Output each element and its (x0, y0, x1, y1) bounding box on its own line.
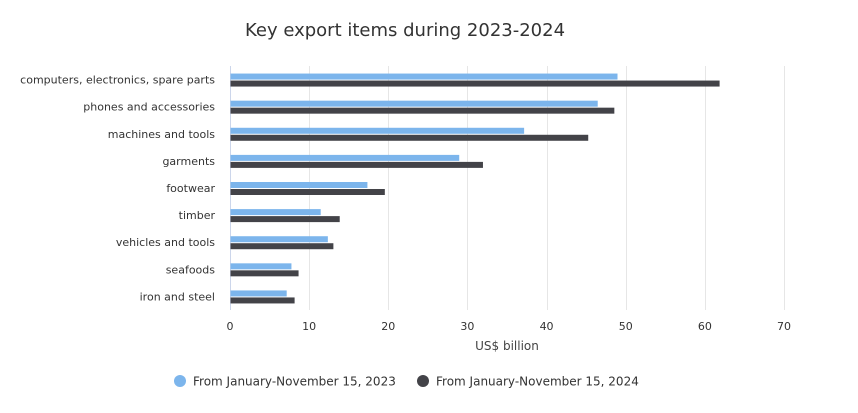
category-label: garments (162, 155, 215, 168)
bar-2023[interactable] (230, 127, 525, 134)
category-label: timber (179, 209, 216, 222)
bar-2024[interactable] (230, 107, 615, 114)
bar-2024[interactable] (230, 270, 299, 277)
bar-2024[interactable] (230, 243, 334, 250)
bar-2023[interactable] (230, 263, 292, 270)
category-labels: computers, electronics, spare parts phone… (20, 74, 215, 304)
bar-2024[interactable] (230, 80, 720, 87)
x-tick-label: 50 (619, 320, 633, 333)
bar-2024[interactable] (230, 189, 385, 195)
x-tick-label: 30 (460, 320, 474, 333)
x-tick-label: 0 (227, 320, 234, 333)
category-label: vehicles and tools (116, 236, 215, 249)
bar-2024[interactable] (230, 216, 340, 223)
category-label: computers, electronics, spare parts (20, 74, 215, 87)
category-label: footwear (166, 182, 215, 195)
x-tick-label: 10 (302, 320, 316, 333)
bars (230, 73, 720, 304)
category-label: phones and accessories (83, 101, 215, 114)
legend-label: From January-November 15, 2023 (193, 375, 396, 389)
legend: From January-November 15, 2023 From Janua… (174, 375, 639, 389)
bar-2023[interactable] (230, 154, 460, 161)
x-axis-ticks: 0 10 20 30 40 50 60 70 (227, 320, 792, 333)
bar-2023[interactable] (230, 100, 598, 107)
category-label: iron and steel (140, 290, 215, 303)
legend-label: From January-November 15, 2024 (436, 375, 639, 389)
bar-2023[interactable] (230, 182, 368, 188)
bar-2023[interactable] (230, 236, 328, 243)
legend-marker (417, 375, 429, 387)
x-tick-label: 40 (540, 320, 554, 333)
x-axis-title: US$ billion (475, 339, 539, 353)
bar-2023[interactable] (230, 209, 321, 216)
bar-2023[interactable] (230, 73, 618, 80)
legend-item-2023[interactable]: From January-November 15, 2023 (174, 375, 396, 389)
legend-marker (174, 375, 186, 387)
bar-2024[interactable] (230, 161, 483, 168)
x-tick-label: 20 (381, 320, 395, 333)
x-tick-label: 70 (777, 320, 791, 333)
category-label: seafoods (166, 263, 216, 276)
chart-title: Key export items during 2023-2024 (245, 20, 565, 41)
x-tick-label: 60 (698, 320, 712, 333)
bar-2024[interactable] (230, 297, 295, 304)
legend-item-2024[interactable]: From January-November 15, 2024 (417, 375, 639, 389)
bar-2024[interactable] (230, 134, 589, 141)
category-label: machines and tools (108, 128, 216, 141)
bar-2023[interactable] (230, 290, 287, 297)
